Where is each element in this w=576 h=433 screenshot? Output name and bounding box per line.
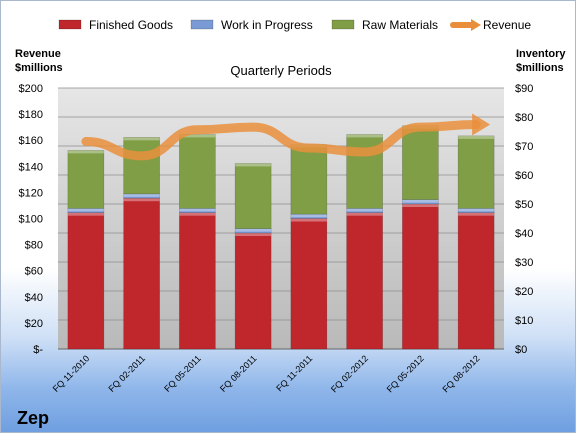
- right-tick-label: $80: [515, 112, 533, 124]
- bar-segment-highlight: [179, 212, 216, 216]
- legend-label: Work in Progress: [221, 18, 313, 32]
- revenue-line-layer: [81, 113, 491, 161]
- x-tick-label: FQ 02-2012: [329, 353, 370, 394]
- bar-segment-highlight: [346, 212, 383, 216]
- right-tick-label: $30: [515, 257, 533, 269]
- right-tick-label: $20: [515, 286, 533, 298]
- bar-segment: [179, 208, 216, 214]
- bar-segment-highlight: [235, 228, 272, 232]
- bar-segment-highlight: [179, 134, 216, 138]
- bar-segment-highlight: [458, 135, 495, 139]
- legend-label: Raw Materials: [362, 18, 438, 32]
- legend-label: Finished Goods: [89, 18, 173, 32]
- left-tick-label: $60: [25, 266, 43, 278]
- bar-segment-highlight: [458, 208, 495, 212]
- legend-swatch: [58, 19, 82, 30]
- bar-segment-highlight: [67, 208, 104, 212]
- right-tick-label: $70: [515, 141, 533, 153]
- bar-segment: [457, 135, 495, 209]
- x-tick-label: FQ 05-2012: [385, 353, 426, 394]
- bar-segment: [67, 150, 105, 209]
- bar-segment-highlight: [123, 137, 160, 141]
- legend-swatch-arrow: [471, 19, 481, 31]
- bar-segment-highlight: [346, 134, 383, 138]
- right-axis-title-line2: $millions: [516, 62, 564, 74]
- bar-segment: [457, 212, 495, 350]
- bar-segment: [346, 212, 383, 350]
- left-tick-label: $100: [19, 214, 43, 226]
- x-tick-label: FQ 05-2011: [162, 353, 203, 394]
- chart-title: Quarterly Periods: [230, 63, 332, 78]
- right-tick-label: $60: [515, 170, 533, 182]
- bar-segment-highlight: [123, 198, 160, 202]
- brand-label: Zep: [17, 408, 49, 428]
- revenue-line: [81, 120, 481, 161]
- left-tick-label: $40: [25, 292, 43, 304]
- bars: [67, 125, 495, 350]
- left-axis-title-line2: $millions: [15, 62, 63, 74]
- right-tick-label: $90: [515, 83, 533, 95]
- bar-segment-highlight: [402, 199, 439, 203]
- bar-segment: [290, 144, 328, 215]
- bar-segment-highlight: [290, 218, 327, 222]
- left-tick-label: $20: [25, 318, 43, 330]
- bar-segment: [402, 203, 439, 350]
- right-tick-label: $10: [515, 315, 533, 327]
- bar-segment: [346, 208, 383, 214]
- legend: Finished Goods Work in Progress Raw Materi…: [58, 18, 531, 32]
- right-tick-label: $40: [515, 228, 533, 240]
- left-tick-label: $180: [19, 109, 43, 121]
- left-tick-label: $120: [19, 187, 43, 199]
- right-tick-label: $0: [515, 344, 527, 356]
- bar-segment: [234, 163, 272, 229]
- bar-segment-highlight: [235, 233, 272, 236]
- bar-segment-highlight: [123, 193, 160, 197]
- bar-segment-highlight: [67, 212, 104, 216]
- left-axis-title-line1: Revenue: [15, 48, 61, 60]
- left-tick-label: $160: [19, 135, 43, 147]
- bar-segment-highlight: [458, 212, 495, 216]
- left-tick-label: $-: [33, 344, 43, 356]
- x-tick-label: FQ 02-2011: [106, 353, 147, 394]
- left-tick-label: $140: [19, 161, 43, 173]
- bar-segment-highlight: [402, 204, 439, 207]
- bar-segment: [402, 125, 439, 200]
- bar-segment: [179, 212, 216, 350]
- x-tick-label: FQ 11-2011: [274, 353, 314, 393]
- bar-segment: [123, 137, 160, 195]
- legend-swatch: [331, 19, 355, 30]
- left-tick-label: $200: [19, 83, 43, 95]
- right-axis-title-line1: Inventory: [516, 48, 566, 60]
- bar-segment: [67, 212, 105, 350]
- bar-segment-highlight: [346, 208, 383, 212]
- bar-segment-highlight: [67, 150, 104, 154]
- right-tick-label: $50: [515, 199, 533, 211]
- x-tick-label: FQ 08-2011: [218, 353, 259, 394]
- bar-segment-highlight: [179, 208, 216, 212]
- x-tick-label: FQ 08-2012: [441, 353, 482, 394]
- bar-segment-highlight: [290, 214, 327, 218]
- x-tick-label: FQ 11-2010: [51, 353, 92, 394]
- bar-segment-highlight: [235, 163, 272, 167]
- bar-segment: [234, 232, 272, 350]
- bar-segment: [290, 218, 328, 350]
- bar-segment: [123, 197, 160, 350]
- legend-label: Revenue: [483, 18, 531, 32]
- left-tick-label: $80: [25, 240, 43, 252]
- legend-swatch: [190, 19, 214, 30]
- revenue-arrowhead: [472, 113, 491, 136]
- bar-segment: [179, 134, 216, 209]
